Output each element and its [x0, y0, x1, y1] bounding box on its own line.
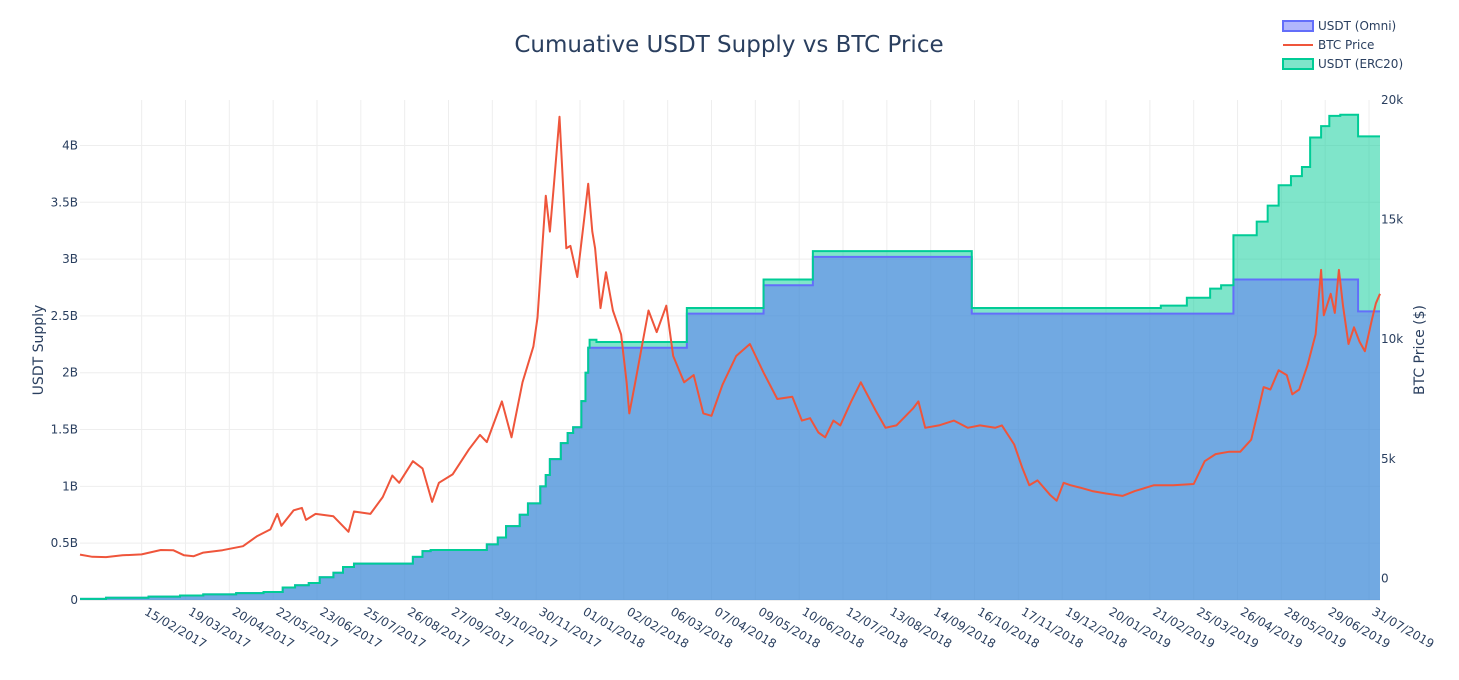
y-right-axis-title: BTC Price ($) — [1412, 305, 1428, 395]
line-series — [79, 113, 1381, 600]
y-right-tick-label: 20k — [1381, 93, 1403, 107]
y-left-tick-label: 4B — [62, 138, 78, 152]
y-left-tick-label: 2.5B — [51, 309, 78, 323]
usdt-erc20-line — [80, 113, 1380, 600]
y-left-tick-label: 1B — [62, 479, 78, 493]
x-tick-labels: 15/02/201719/03/201720/04/201722/05/2017… — [142, 604, 1436, 651]
chart-title: Cumuative USDT Supply vs BTC Price — [514, 32, 943, 58]
y-left-tick-label: 1.5B — [51, 423, 78, 437]
y-right-tick-label: 5k — [1381, 452, 1396, 466]
legend-label[interactable]: BTC Price — [1318, 38, 1374, 52]
y-left-axis-title: USDT Supply — [31, 305, 47, 396]
usdt-omni-area — [80, 256, 1380, 600]
y-left-tick-label: 0 — [70, 593, 78, 607]
y-left-tick-labels: 0 0.5B 1B 1.5B 2B 2.5B 3B 3.5B 4B — [51, 138, 78, 607]
area-series — [80, 114, 1380, 600]
legend-swatch — [1282, 58, 1314, 70]
legend-label[interactable]: USDT (ERC20) — [1318, 57, 1403, 71]
y-right-tick-label: 10k — [1381, 332, 1403, 346]
legend-label[interactable]: USDT (Omni) — [1318, 19, 1396, 33]
legend-swatch — [1282, 20, 1314, 32]
y-left-tick-label: 3.5B — [51, 195, 78, 209]
y-right-tick-labels: 0 5k 10k 15k 20k — [1381, 93, 1403, 585]
y-left-tick-label: 2B — [62, 366, 78, 380]
y-right-tick-label: 15k — [1381, 213, 1403, 227]
y-left-tick-label: 3B — [62, 252, 78, 266]
legend: USDT (Omni) BTC Price USDT (ERC20) — [1282, 19, 1403, 71]
btc-price-line — [79, 115, 1381, 559]
y-right-tick-label: 0 — [1381, 571, 1389, 585]
y-left-tick-label: 0.5B — [51, 536, 78, 550]
